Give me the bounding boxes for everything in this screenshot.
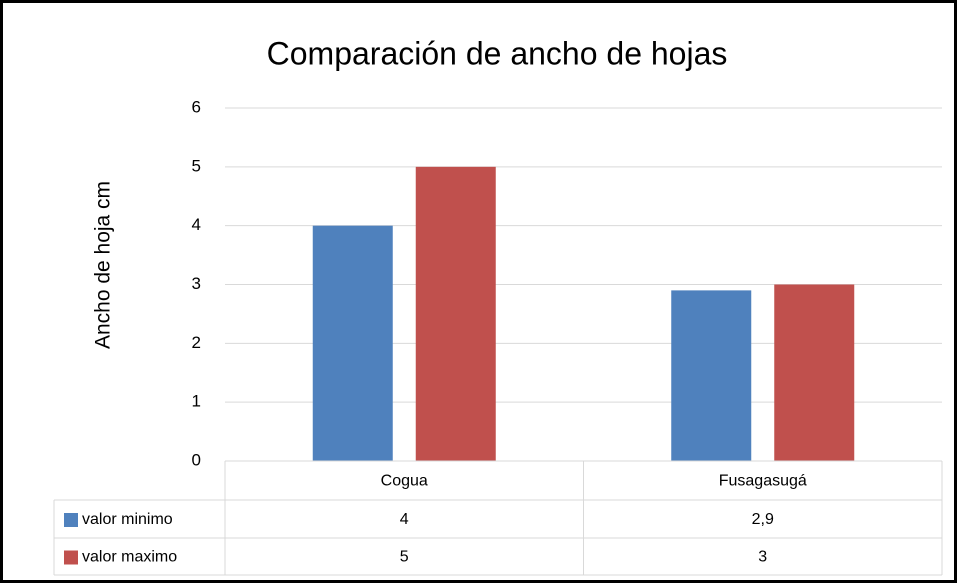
x-tick-label: Cogua xyxy=(381,473,428,490)
chart-title: Comparación de ancho de hojas xyxy=(267,35,728,71)
y-tick-label: 4 xyxy=(192,215,201,234)
y-tick-label: 2 xyxy=(192,333,201,352)
legend-label: valor maximo xyxy=(82,549,177,566)
bar xyxy=(312,225,393,461)
data-table-value: 5 xyxy=(400,549,409,566)
legend-key xyxy=(64,513,78,527)
legend-label: valor minimo xyxy=(82,511,173,528)
y-tick-label: 0 xyxy=(192,450,201,469)
data-table-value: 2,9 xyxy=(752,511,774,528)
data-table-value: 4 xyxy=(400,511,409,528)
legend-key xyxy=(64,550,78,565)
data-table-value: 3 xyxy=(758,549,767,566)
y-tick-label: 5 xyxy=(192,156,201,175)
y-tick-label: 6 xyxy=(192,97,201,116)
bar xyxy=(671,290,752,461)
bar xyxy=(774,284,855,461)
y-tick-label: 1 xyxy=(192,392,201,411)
x-tick-label: Fusagasugá xyxy=(719,473,807,490)
y-axis-label: Ancho de hoja cm xyxy=(92,181,115,349)
bar xyxy=(415,166,496,462)
y-tick-label: 3 xyxy=(192,274,201,293)
